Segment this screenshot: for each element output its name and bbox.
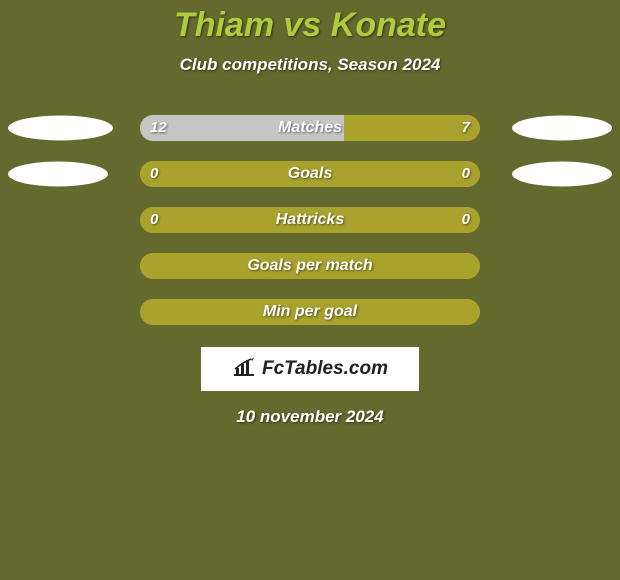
stat-bar-track xyxy=(140,299,480,325)
stat-bar-right xyxy=(310,299,480,325)
stat-bar-left xyxy=(140,161,310,187)
stat-row-goals: 0 Goals 0 xyxy=(0,161,620,187)
stat-bar-right xyxy=(310,161,480,187)
stat-row-hattricks: 0 Hattricks 0 xyxy=(0,207,620,233)
player-left-badge xyxy=(8,162,108,187)
logo-box: FcTables.com xyxy=(201,347,419,391)
player-left-badge xyxy=(8,116,113,141)
stat-row-matches: 12 Matches 7 xyxy=(0,115,620,141)
subtitle: Club competitions, Season 2024 xyxy=(0,55,620,75)
comparison-infographic: Thiam vs Konate Club competitions, Seaso… xyxy=(0,0,620,580)
stat-bar-right xyxy=(344,115,480,141)
stat-bar-left xyxy=(140,253,310,279)
stat-bar-left xyxy=(140,207,310,233)
logo-text: FcTables.com xyxy=(262,358,388,380)
date-label: 10 november 2024 xyxy=(0,407,620,427)
stat-row-goals-per-match: Goals per match xyxy=(0,253,620,279)
player-right-badge xyxy=(512,162,612,187)
stat-row-min-per-goal: Min per goal xyxy=(0,299,620,325)
page-title: Thiam vs Konate xyxy=(0,6,620,45)
stat-bar-left xyxy=(140,299,310,325)
stat-bar-right xyxy=(310,253,480,279)
stat-bar-left xyxy=(140,115,344,141)
stat-rows: 12 Matches 7 0 Goals 0 0 Hattricks xyxy=(0,115,620,325)
bar-chart-icon xyxy=(232,357,256,382)
player-right-badge xyxy=(512,116,612,141)
stat-bar-track xyxy=(140,115,480,141)
stat-bar-right xyxy=(310,207,480,233)
stat-bar-track xyxy=(140,161,480,187)
stat-bar-track xyxy=(140,253,480,279)
stat-bar-track xyxy=(140,207,480,233)
